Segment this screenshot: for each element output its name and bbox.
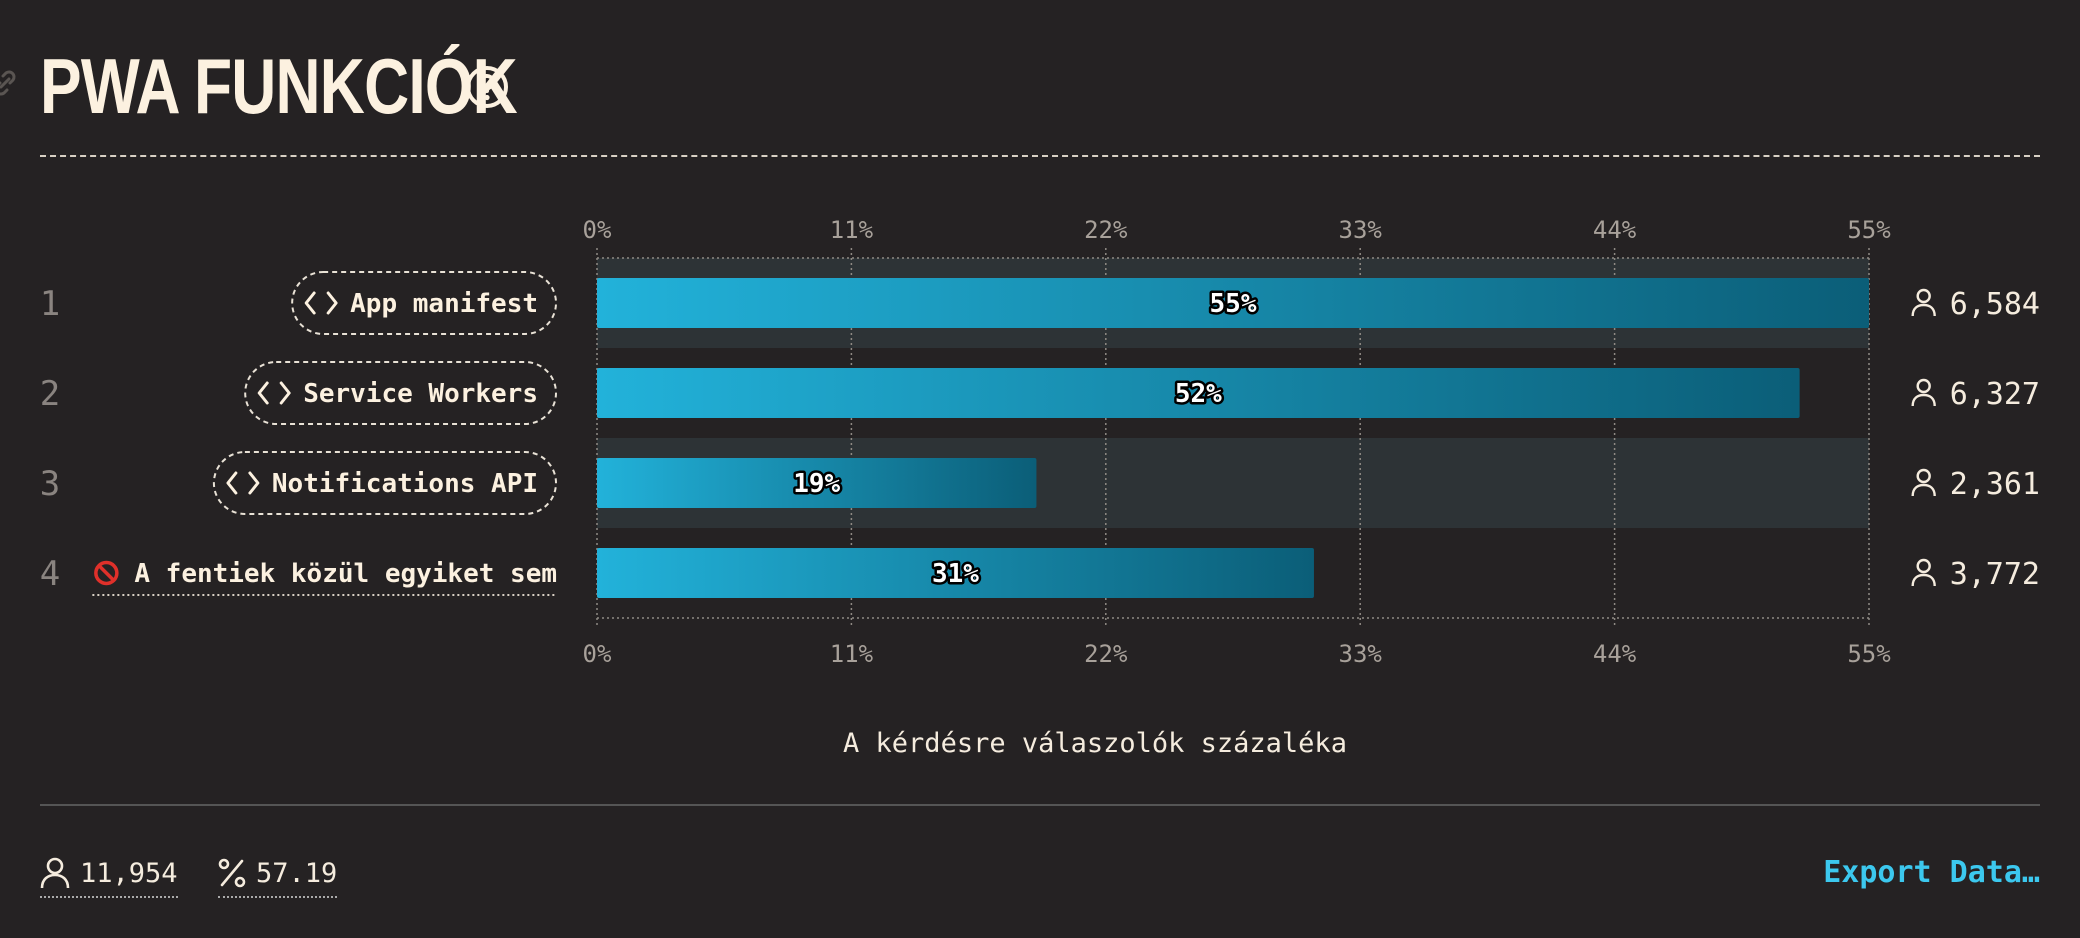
respondents-stat[interactable]: 11,954 [40, 852, 178, 898]
user-icon [1913, 380, 1935, 406]
x-tick-bottom: 22% [1084, 640, 1128, 668]
x-tick-top: 0% [583, 216, 612, 244]
code-icon-right [250, 473, 258, 493]
user-icon-head [1918, 290, 1930, 302]
bar-value-label: 52% [1175, 379, 1222, 409]
footer-divider [40, 804, 2040, 806]
x-axis-label: A kérdésre válaszolók százaléka [843, 728, 1347, 759]
x-tick-bottom: 11% [830, 640, 874, 668]
category-label[interactable]: A fentiek közül egyiket sem [134, 559, 557, 589]
rank-number: 4 [40, 554, 60, 594]
code-icon [306, 293, 336, 313]
x-tick-bottom: 55% [1847, 640, 1891, 668]
rank-number: 1 [40, 284, 60, 324]
prohibited-icon [96, 563, 117, 584]
x-tick-bottom: 33% [1339, 640, 1383, 668]
percent-icon [218, 858, 246, 888]
user-icon-body [1913, 485, 1935, 496]
user-icon-head [1918, 470, 1930, 482]
respondent-count: 3,772 [1950, 557, 2040, 592]
code-icon-left [228, 473, 236, 493]
user-icon-body [1913, 305, 1935, 316]
user-icon [1913, 560, 1935, 586]
percentage-value: 57.19 [256, 858, 337, 889]
x-tick-top: 22% [1084, 216, 1128, 244]
code-icon [228, 473, 258, 493]
respondent-count: 6,327 [1950, 377, 2040, 412]
user-icon [1913, 290, 1935, 316]
user-icon-body [1913, 575, 1935, 586]
category-label[interactable]: Notifications API [272, 469, 538, 499]
bar-chart: 55%52%19%31% 0%0%11%11%22%22%33%33%44%44… [0, 200, 2080, 780]
code-icon-right [328, 293, 336, 313]
code-icon-left [259, 383, 267, 403]
percentage-stat[interactable]: 57.19 [218, 852, 337, 898]
code-icon-left [306, 293, 314, 313]
code-icon-right [281, 383, 289, 403]
x-tick-bottom: 0% [583, 640, 612, 668]
x-tick-top: 33% [1339, 216, 1383, 244]
user-icon [40, 857, 70, 889]
x-tick-bottom: 44% [1593, 640, 1637, 668]
user-icon-head [1918, 380, 1930, 392]
x-tick-top: 55% [1847, 216, 1891, 244]
respondent-count: 6,584 [1950, 287, 2040, 322]
category-label[interactable]: App manifest [350, 289, 538, 319]
prohibited-icon-bar [99, 566, 113, 580]
respondents-count: 11,954 [80, 858, 178, 889]
x-tick-top: 44% [1593, 216, 1637, 244]
user-icon [1913, 470, 1935, 496]
bar-value-label: 31% [932, 559, 979, 589]
bar-value-label: 55% [1210, 289, 1257, 319]
question-circle-icon[interactable] [463, 63, 511, 111]
link-icon[interactable] [0, 70, 18, 96]
page-title: PWA FUNKCIÓK [40, 36, 517, 136]
user-icon-body [1913, 395, 1935, 406]
respondent-count: 2,361 [1950, 467, 2040, 502]
export-data-button[interactable]: Export Data… [1823, 852, 2040, 894]
x-tick-top: 11% [830, 216, 874, 244]
user-icon-head [1918, 560, 1930, 572]
code-icon [259, 383, 289, 403]
bar-value-label: 19% [793, 469, 840, 499]
category-label[interactable]: Service Workers [303, 379, 538, 409]
rank-number: 2 [40, 374, 60, 414]
header-divider [40, 155, 2040, 157]
rank-number: 3 [40, 464, 60, 504]
